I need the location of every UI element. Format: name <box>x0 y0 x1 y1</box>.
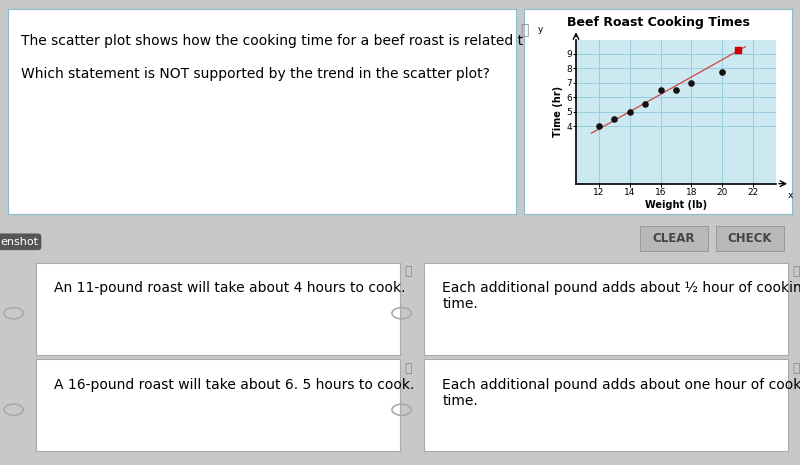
Text: CHECK: CHECK <box>728 232 772 245</box>
Point <box>685 79 698 86</box>
X-axis label: Weight (lb): Weight (lb) <box>645 199 707 210</box>
Text: The scatter plot shows how the cooking time for a beef roast is related to its w: The scatter plot shows how the cooking t… <box>21 34 608 48</box>
Point <box>716 68 729 76</box>
Text: Each additional pound adds about ½ hour of cooking
time.: Each additional pound adds about ½ hour … <box>442 281 800 311</box>
Text: Which statement is NOT supported by the trend in the scatter plot?: Which statement is NOT supported by the … <box>21 66 490 80</box>
Point <box>639 101 652 108</box>
Point <box>731 46 744 54</box>
Text: x: x <box>788 191 794 199</box>
Point <box>608 115 621 123</box>
Point <box>670 86 682 94</box>
Text: Each additional pound adds about one hour of cooking
time.: Each additional pound adds about one hou… <box>442 378 800 408</box>
Point <box>654 86 667 94</box>
Text: CLEAR: CLEAR <box>653 232 695 245</box>
Point <box>623 108 636 115</box>
Text: enshot: enshot <box>0 237 38 247</box>
Text: 🔊: 🔊 <box>792 362 799 374</box>
Text: A 16-pound roast will take about 6. 5 hours to cook.: A 16-pound roast will take about 6. 5 ho… <box>54 378 414 392</box>
Text: y: y <box>538 25 542 34</box>
Text: 🔊: 🔊 <box>520 23 528 37</box>
Y-axis label: Time (hr): Time (hr) <box>554 86 563 137</box>
Point <box>593 122 606 130</box>
Text: 🔊: 🔊 <box>404 265 411 278</box>
Text: An 11-pound roast will take about 4 hours to cook.: An 11-pound roast will take about 4 hour… <box>54 281 406 295</box>
Text: Beef Roast Cooking Times: Beef Roast Cooking Times <box>566 16 750 29</box>
Text: 🔊: 🔊 <box>792 265 799 278</box>
Text: 🔊: 🔊 <box>404 362 411 374</box>
